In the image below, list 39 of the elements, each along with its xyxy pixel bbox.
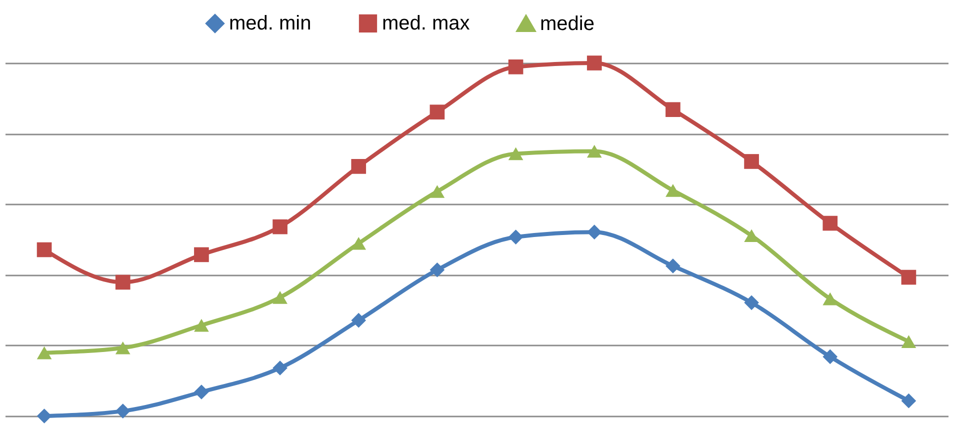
point	[194, 247, 209, 262]
point	[351, 312, 366, 328]
point	[430, 185, 445, 198]
point	[586, 56, 602, 70]
point	[351, 159, 366, 174]
point	[194, 384, 209, 400]
point	[744, 295, 759, 310]
point	[822, 349, 838, 364]
point	[36, 242, 52, 258]
legend-label: med. max	[382, 12, 470, 34]
legend-label: medie	[540, 12, 594, 35]
point	[115, 274, 130, 290]
point	[586, 224, 602, 240]
point	[36, 408, 52, 424]
point	[822, 216, 838, 231]
point	[666, 102, 680, 118]
point	[822, 292, 838, 306]
point	[272, 360, 288, 376]
point	[272, 219, 288, 234]
point	[115, 404, 130, 418]
point	[901, 270, 916, 285]
point	[508, 147, 524, 160]
point	[430, 262, 445, 278]
point	[430, 104, 445, 120]
point	[666, 184, 680, 197]
point	[115, 341, 130, 354]
point	[901, 335, 916, 348]
point	[508, 230, 524, 244]
point	[744, 229, 759, 242]
legend-label: med. min	[229, 12, 312, 34]
point	[194, 318, 209, 332]
point	[272, 290, 288, 304]
point	[666, 258, 680, 274]
point	[36, 346, 52, 360]
point	[744, 154, 759, 169]
point	[901, 393, 916, 408]
point	[586, 144, 602, 158]
point	[351, 236, 366, 250]
point	[508, 59, 524, 74]
